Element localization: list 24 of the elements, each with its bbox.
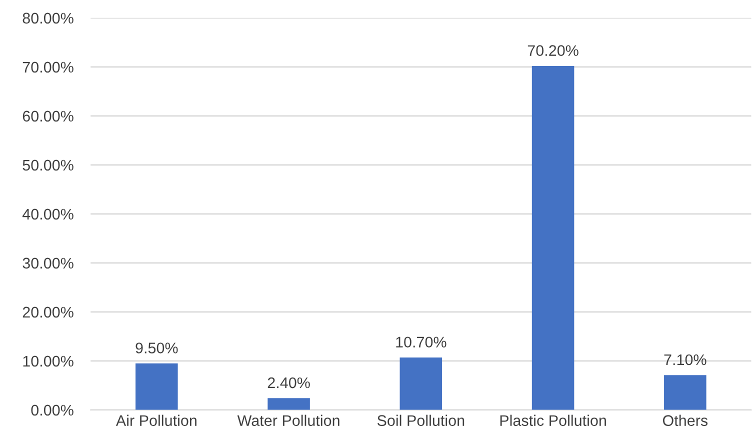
y-tick-label: 50.00% — [22, 160, 74, 171]
bar — [532, 66, 574, 410]
data-label: 7.10% — [664, 354, 706, 366]
bar — [136, 363, 178, 410]
y-tick-label: 0.00% — [31, 404, 74, 416]
y-tick-label: 80.00% — [22, 12, 74, 24]
x-tick-label: Soil Pollution — [377, 414, 464, 426]
data-label: 10.70% — [396, 336, 446, 348]
data-label: 9.50% — [136, 342, 178, 354]
y-tick-label: 70.00% — [22, 62, 74, 73]
x-tick-label: Air Pollution — [116, 414, 196, 426]
bar — [268, 398, 310, 410]
y-tick-label: 60.00% — [22, 110, 74, 122]
bar — [400, 357, 442, 410]
data-label: 2.40% — [268, 377, 310, 388]
x-tick-label: Water Pollution — [237, 414, 340, 426]
bar — [664, 375, 706, 410]
data-label: 70.20% — [528, 45, 578, 56]
y-tick-label: 30.00% — [22, 258, 74, 269]
y-tick-label: 20.00% — [22, 306, 74, 318]
y-tick-label: 10.00% — [23, 356, 74, 367]
x-tick-label: Plastic Pollution — [500, 414, 606, 426]
y-tick-label: 40.00% — [22, 208, 74, 220]
x-tick-label: Others — [662, 414, 708, 426]
